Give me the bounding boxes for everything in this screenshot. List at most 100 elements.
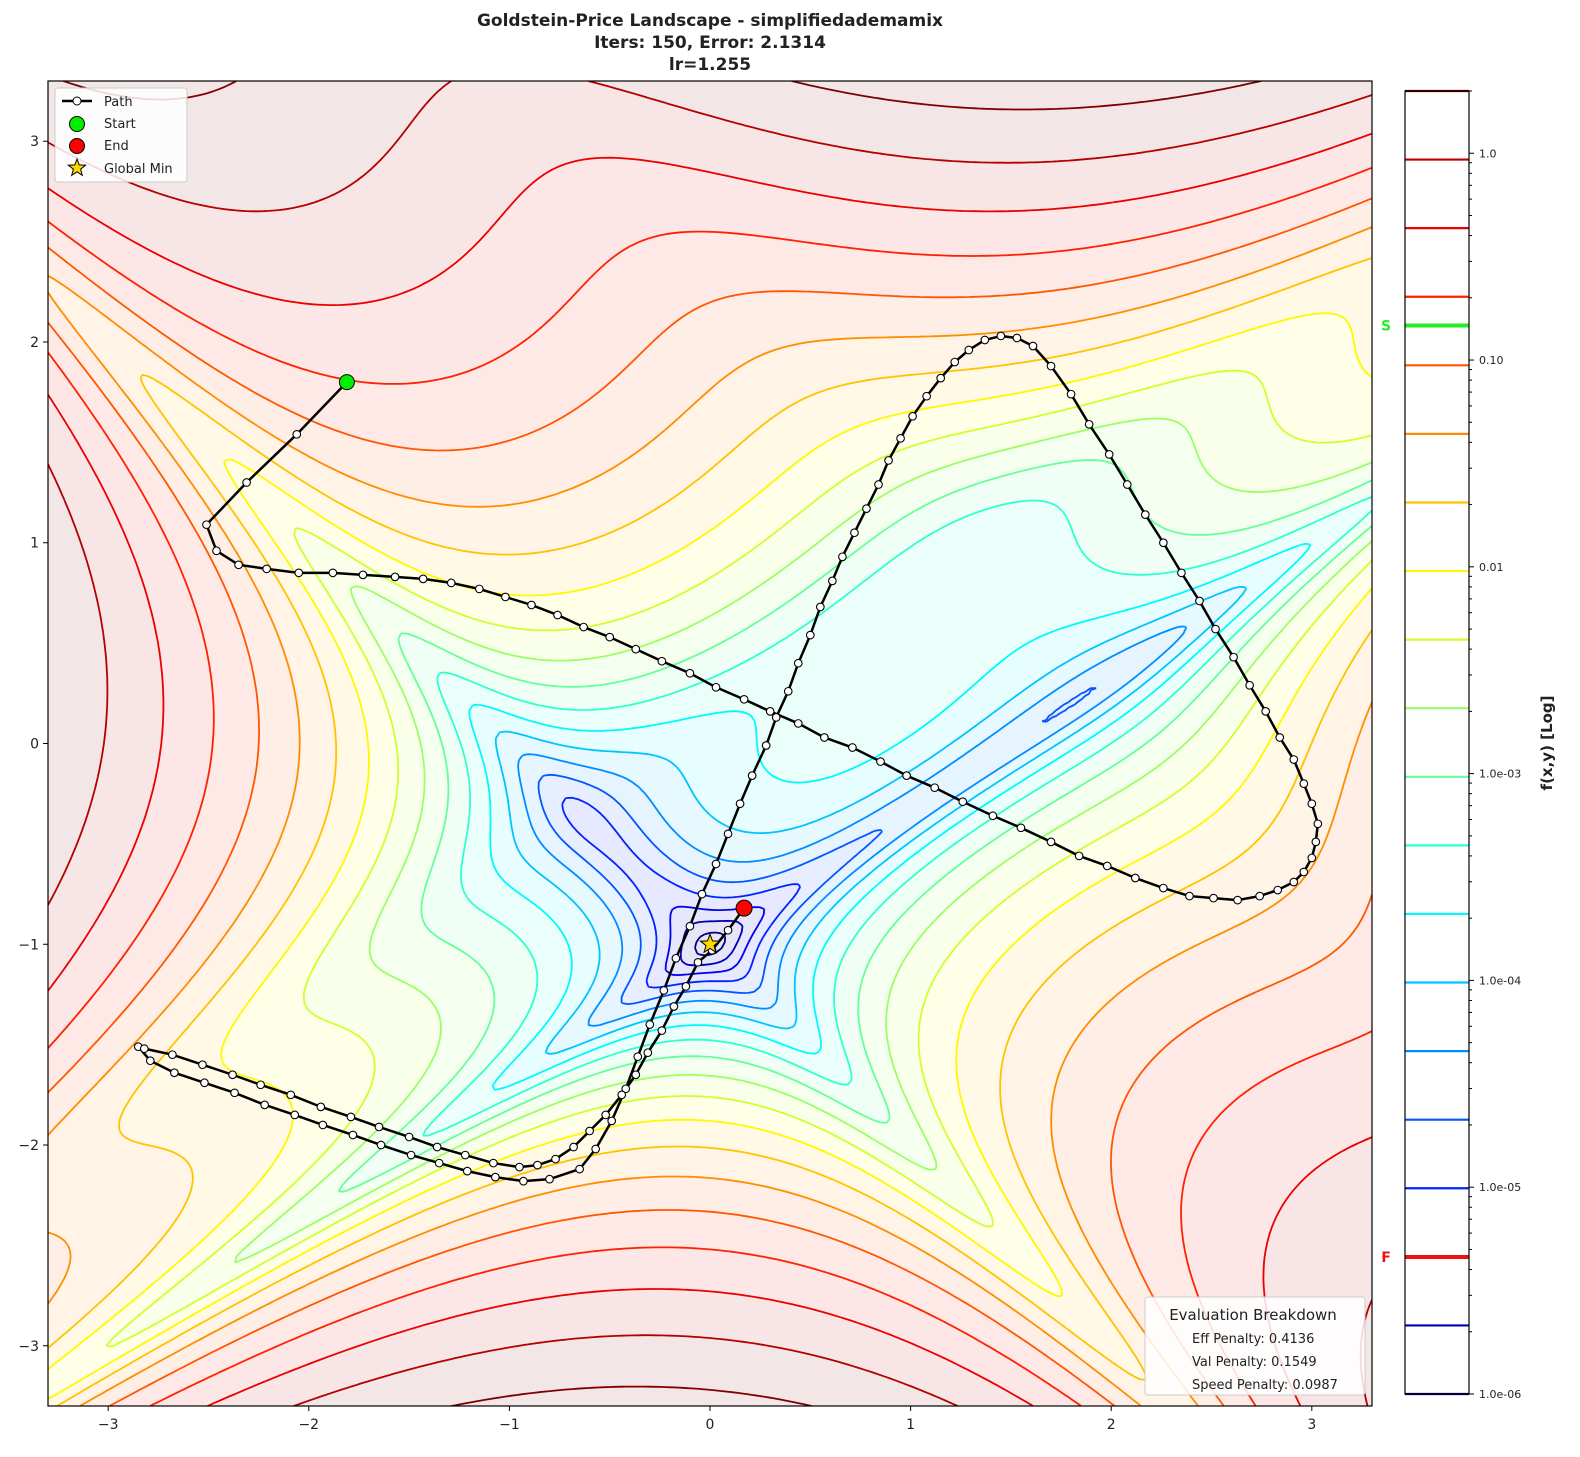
path-point [346,1112,356,1122]
path-point [645,1020,655,1029]
path-point [1084,419,1094,429]
path-point [139,1044,149,1054]
path-point [693,957,703,967]
path-point [545,1174,554,1184]
path-point [783,686,793,696]
path-point [569,1142,578,1152]
path-point [460,1150,470,1160]
legend-label-global-min: Global Min [104,162,173,177]
path-point [828,576,837,586]
chart-title-line-2: Iters: 150, Error: 2.1314 [594,33,826,53]
path-point [601,1110,611,1120]
path-point [406,1150,416,1160]
path-point [850,528,859,538]
path-point [964,345,974,355]
path-point [1313,819,1323,829]
path-point [958,797,968,807]
path-point [242,478,251,487]
path-point [519,1176,528,1186]
x-axis: −3 −2 −1 0 1 2 3 [98,1406,1316,1433]
path-point [474,584,484,594]
path-point [936,373,946,383]
path-point [1255,891,1265,901]
contour-level-16 [48,166,1372,1406]
path-point [390,572,400,582]
path-point [1016,823,1026,833]
path-point [605,632,615,642]
colorbar-tick-label: 1.0e-06 [1479,1388,1521,1401]
path-point [230,1088,239,1098]
evaluation-line-val: Val Penalty: 0.1549 [1192,1355,1317,1370]
path-point [1122,480,1132,489]
path-point [922,391,932,401]
legend-path-marker [72,96,82,106]
evaluation-box: Evaluation Breakdown Eff Penalty: 0.4136… [1144,1296,1366,1396]
path-point [747,771,757,780]
path-point [533,1160,542,1170]
path-point [657,1026,667,1035]
path-line [134,334,1320,1183]
x-tick-label: −1 [499,1417,520,1433]
path-point [1307,853,1317,863]
path-point [1074,851,1084,861]
path-point [659,986,669,995]
path-point [1245,680,1254,690]
path-point [765,707,775,716]
path-point [771,713,781,722]
contour-level-5 [517,625,1188,1027]
chart-title-line-3: lr=1.255 [669,55,751,75]
path-point [591,1144,601,1154]
contour-level-3 [561,796,801,989]
path-point [404,1132,414,1142]
path-point [908,411,917,421]
path-point [805,630,815,640]
path-point [575,1164,584,1174]
colorbar: S F 1.0 0.10 0.01 1.0e-03 1.0e-04 1.0e-05 1.0e-… [1381,89,1556,1401]
path-point [328,568,338,578]
legend-start-marker [69,116,85,132]
y-tick-label: 1 [30,536,39,552]
path-point [374,1122,384,1132]
contour-level-15 [48,197,1372,1406]
path-point [643,1048,653,1058]
legend-label-end: End [104,139,129,154]
path-point [1311,837,1321,847]
legend: Path Start End Global Min [54,87,188,183]
path-point [621,1084,631,1094]
path-point [874,480,883,489]
path-point [432,1142,442,1152]
colorbar-tick-label: 1.0e-05 [1479,1181,1521,1194]
path-point [793,658,803,668]
path-point [669,1002,679,1011]
path-point [1046,361,1056,371]
x-tick-label: 2 [1107,1417,1116,1433]
path-point [996,331,1006,341]
path-point [1233,895,1242,905]
path-point [585,1126,594,1136]
path-point [685,921,695,931]
path-point [1229,652,1238,662]
path-point [527,600,536,610]
contour-level-10 [234,417,1372,1264]
path-point [1299,779,1309,789]
path-point [711,682,721,692]
colorbar-label: f(x,y) [Log] [1538,696,1556,791]
contour-level-13 [48,257,1372,1406]
path-point [1066,389,1076,399]
evaluation-line-eff: Eff Penalty: 0.4136 [1192,1332,1314,1347]
path-point [631,644,641,654]
x-tick-label: 0 [706,1417,715,1433]
path-point [819,733,829,742]
path-point [723,829,733,839]
end-marker [735,899,753,917]
path-point [292,429,302,439]
contour-level-2 [664,905,766,976]
path-point [1275,733,1285,742]
path-point [980,335,990,345]
path-point [1289,755,1299,764]
path-point [145,1056,155,1066]
y-tick-label: 0 [30,737,39,753]
path-point [697,889,707,899]
